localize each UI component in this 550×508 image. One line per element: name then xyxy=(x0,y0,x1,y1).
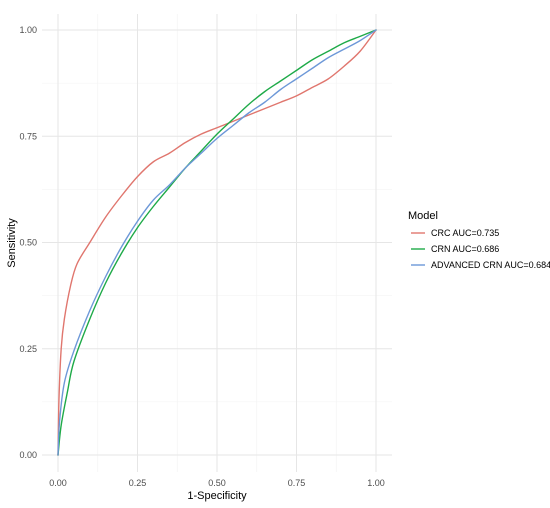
y-axis-title: Sensitivity xyxy=(6,218,18,268)
y-tick-label: 0.25 xyxy=(19,344,37,354)
series-line-0 xyxy=(57,29,377,456)
x-axis-title: 1-Specificity xyxy=(187,490,247,502)
x-tick-label: 0.25 xyxy=(129,478,147,488)
x-tick-label: 0.50 xyxy=(208,478,226,488)
legend-label-0: CRC AUC=0.735 xyxy=(431,228,499,238)
x-tick-label: 0.00 xyxy=(49,478,67,488)
y-tick-label: 0.00 xyxy=(19,450,37,460)
y-tick-label: 0.75 xyxy=(19,131,37,141)
y-tick-label: 0.50 xyxy=(19,238,37,248)
legend-title: Model xyxy=(408,210,438,222)
legend: Model CRC AUC=0.735 CRN AUC=0.686 ADVANCED… xyxy=(408,210,550,270)
grid-layer xyxy=(42,14,392,472)
tick-labels: 0.00 0.25 0.50 0.75 1.00 0.00 0.25 0.50 0.75 1.00 xyxy=(19,25,384,488)
y-tick-label: 1.00 xyxy=(19,25,37,35)
legend-label-2: ADVANCED CRN AUC=0.684 xyxy=(431,260,550,270)
x-tick-label: 0.75 xyxy=(288,478,306,488)
legend-label-1: CRN AUC=0.686 xyxy=(431,244,499,254)
series-line-1 xyxy=(57,29,377,456)
x-tick-label: 1.00 xyxy=(367,478,385,488)
series-layer xyxy=(57,29,377,456)
series-line-2 xyxy=(57,29,377,456)
